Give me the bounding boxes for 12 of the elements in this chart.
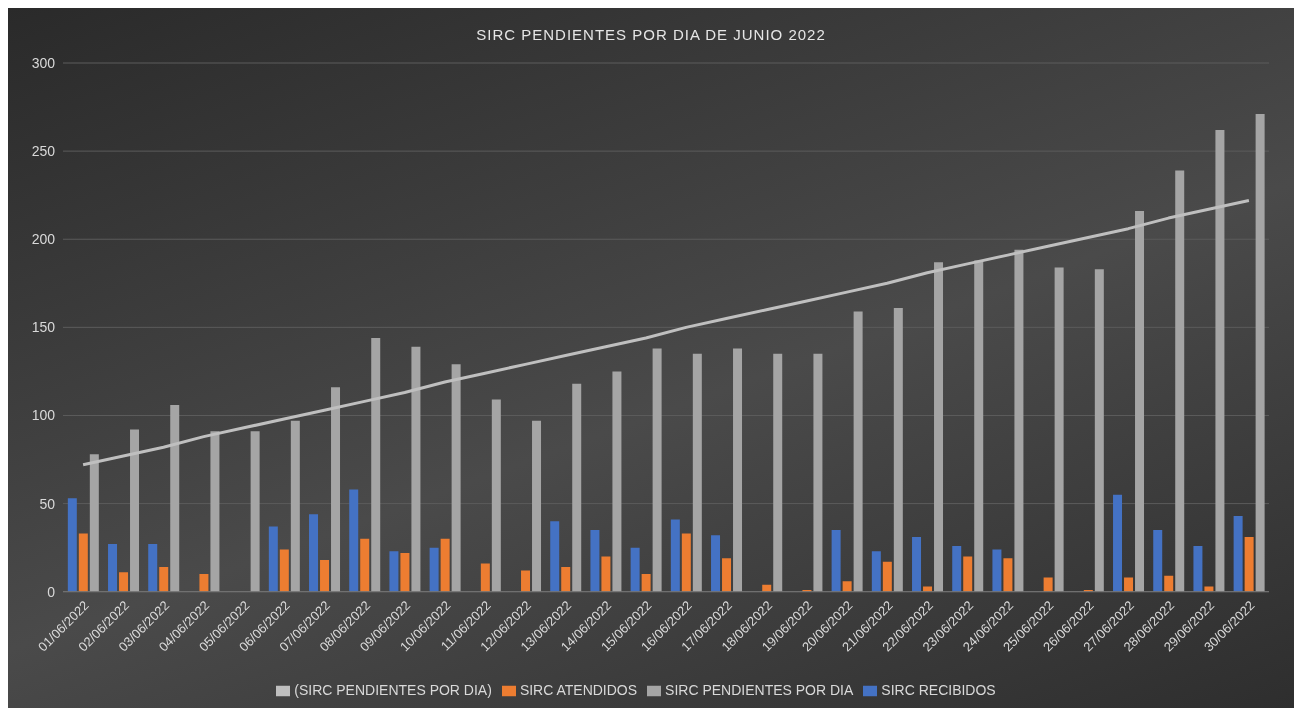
y-tick-label: 0	[47, 583, 56, 600]
legend-label: SIRC PENDIENTES POR DIA	[665, 681, 854, 698]
legend-label: SIRC RECIBIDOS	[881, 681, 996, 698]
y-tick-label: 100	[31, 407, 56, 424]
y-tick-label: 300	[31, 54, 56, 71]
y-tick-label: 200	[31, 231, 56, 248]
chart-title: SIRC PENDIENTES POR DIA DE JUNIO 2022	[475, 26, 827, 43]
legend-label: (SIRC PENDIENTES POR DIA)	[294, 681, 492, 698]
y-tick-label: 150	[31, 319, 56, 336]
y-tick-label: 50	[39, 495, 56, 512]
y-tick-label: 250	[31, 143, 56, 160]
legend-label: SIRC ATENDIDOS	[519, 681, 638, 698]
